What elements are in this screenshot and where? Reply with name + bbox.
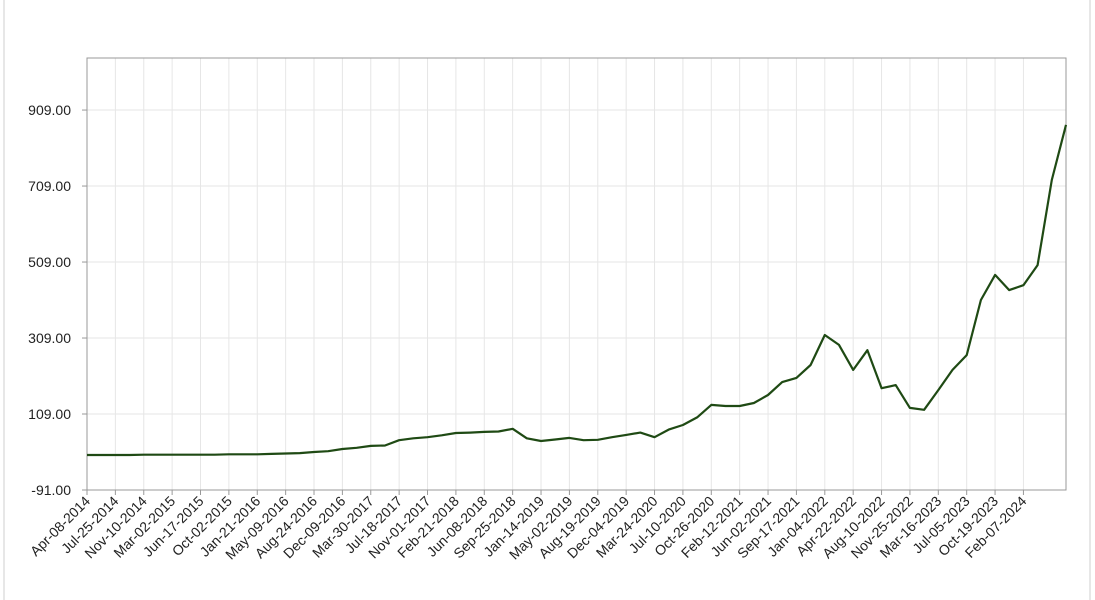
grid (86, 58, 1066, 491)
y-tick-label: 309.00 (28, 330, 71, 346)
y-tick-label: 709.00 (28, 178, 71, 194)
frame (3, 0, 1091, 600)
y-tick-label: 109.00 (28, 406, 71, 422)
y-tick-label: 509.00 (28, 254, 71, 270)
plot-border (86, 57, 1067, 491)
price-line (87, 124, 1068, 457)
y-tick-label: -91.00 (31, 482, 71, 498)
y-tick-label: 909.00 (28, 102, 71, 118)
